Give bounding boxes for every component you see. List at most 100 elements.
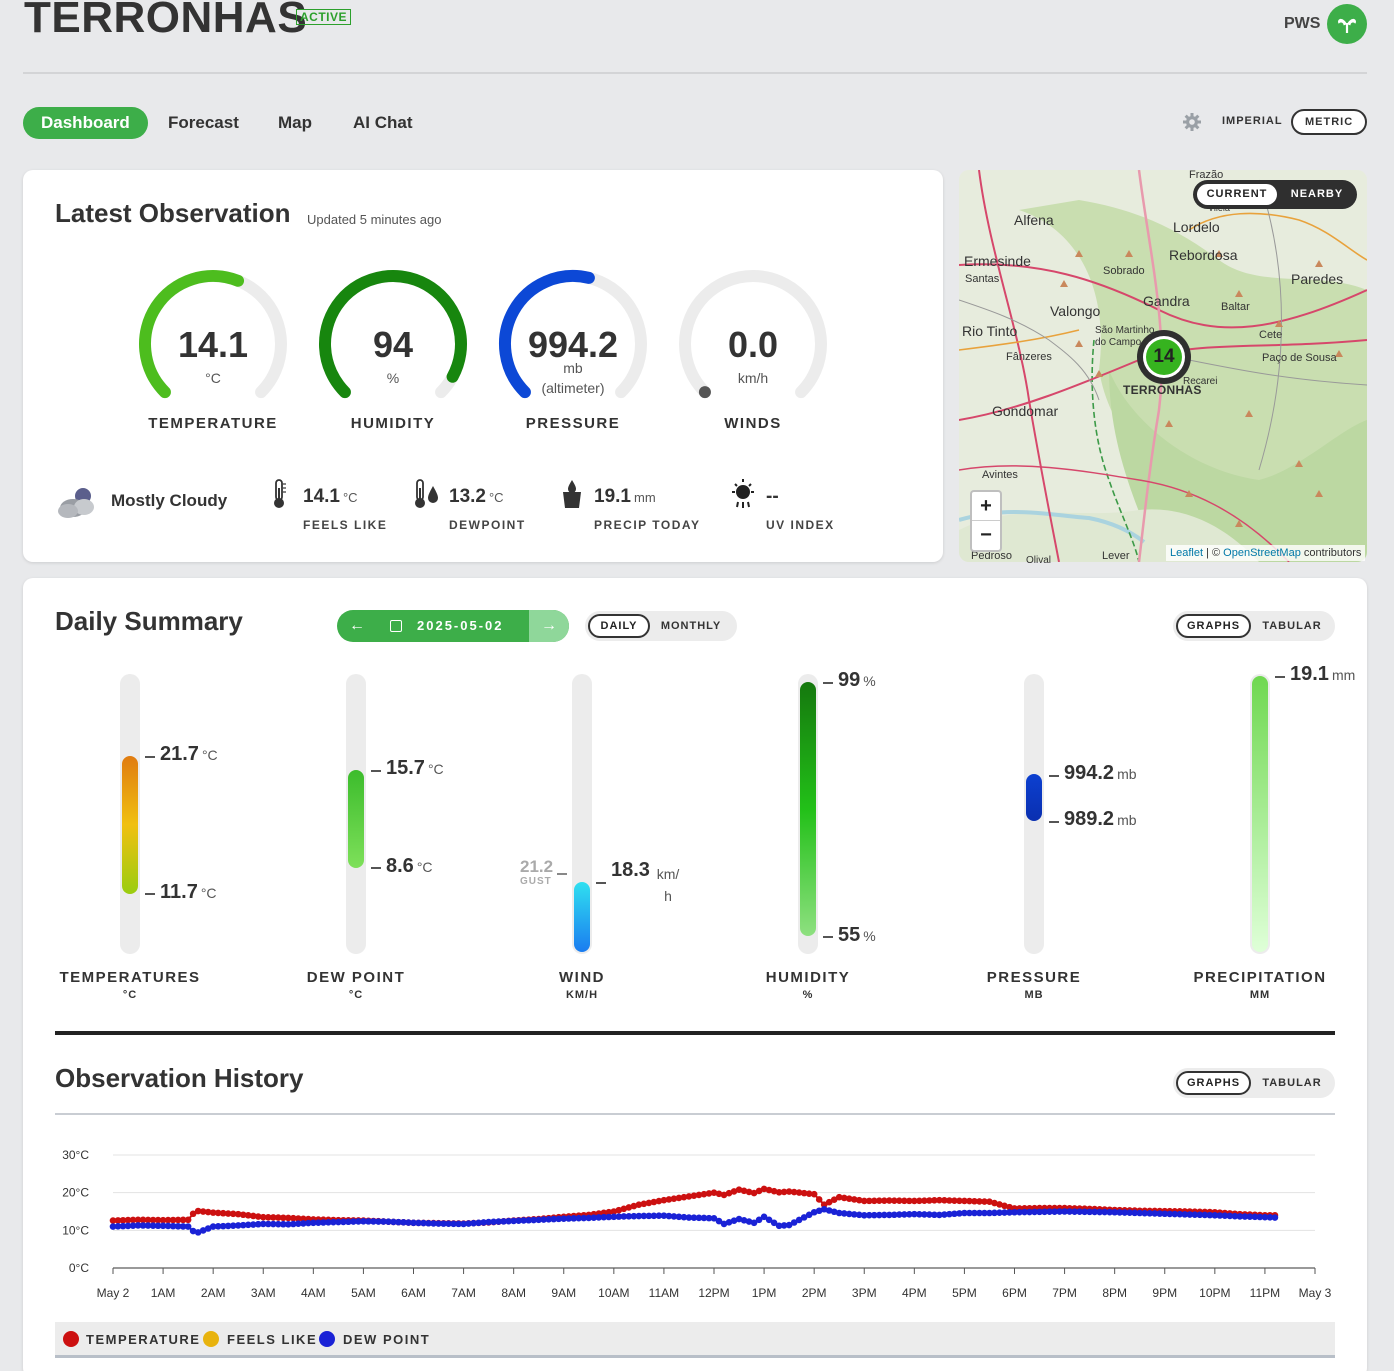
map-place-pedroso: Pedroso — [971, 550, 1012, 562]
data-point — [330, 1218, 337, 1226]
data-point — [635, 1201, 643, 1209]
x-tick-label: 1AM — [151, 1286, 176, 1300]
x-tick-label: 7PM — [1052, 1286, 1077, 1300]
data-point — [860, 1197, 868, 1205]
gauge-pressure-value: 994.2 — [527, 324, 619, 365]
observation-history-chart[interactable]: 0°C 10°C 20°C 30°C May 2 1AM 2AM 3AM 4AM 5AM 6AM 7A… — [55, 1140, 1335, 1315]
y-tick-label: 10°C — [62, 1223, 89, 1237]
pws-logo[interactable] — [1327, 4, 1367, 44]
data-point — [470, 1219, 477, 1227]
station-marker[interactable]: 14 — [1137, 330, 1191, 384]
map-place-lordelo: Lordelo — [1173, 219, 1220, 235]
data-point — [860, 1211, 868, 1219]
map-place-paredes: Paredes — [1291, 271, 1344, 287]
daily-graphs-button[interactable]: GRAPHS — [1176, 614, 1251, 638]
zoom-in-button[interactable]: + — [972, 492, 1000, 521]
wind-high-tick — [596, 882, 606, 884]
period-monthly-button[interactable]: MONTHLY — [660, 620, 722, 632]
tab-ai-chat[interactable]: AI Chat — [353, 113, 413, 132]
data-point — [234, 1222, 242, 1229]
selected-date[interactable]: 2025-05-02 — [417, 618, 504, 633]
station-title: TERRONHAS — [24, 0, 308, 42]
data-point — [455, 1220, 462, 1228]
daily-tabular-button[interactable]: TABULAR — [1262, 620, 1322, 632]
data-point — [239, 1211, 247, 1219]
tab-dashboard[interactable]: Dashboard — [23, 107, 148, 139]
station-map[interactable] — [959, 170, 1367, 562]
units-metric-toggle[interactable]: METRIC — [1291, 109, 1368, 135]
pressure-unit-summary: MB — [1024, 989, 1044, 1001]
data-point — [1141, 1209, 1149, 1217]
data-point — [951, 1197, 958, 1204]
y-tick-label: 0°C — [69, 1261, 89, 1275]
data-point — [119, 1222, 127, 1230]
x-tick-label: May 2 — [97, 1286, 130, 1300]
data-point — [1256, 1213, 1264, 1221]
data-point — [1036, 1208, 1043, 1216]
data-point — [685, 1193, 693, 1200]
map-place-fanzeres: Fânzeres — [1006, 351, 1052, 363]
map-place-rio-tinto: Rio Tinto — [962, 323, 1018, 339]
data-point — [570, 1215, 578, 1222]
data-point — [1176, 1210, 1184, 1218]
data-point — [820, 1205, 828, 1213]
series-dew-point — [109, 1205, 1279, 1236]
legend-feels-like[interactable]: FEELS LIKE — [227, 1332, 318, 1347]
wind-gust-value: 21.2 — [520, 857, 554, 876]
data-point — [916, 1210, 923, 1218]
gear-icon[interactable] — [1182, 112, 1202, 132]
map-current-button[interactable]: CURRENT — [1197, 184, 1277, 205]
data-point — [901, 1197, 908, 1205]
data-point — [941, 1197, 948, 1204]
data-point — [1006, 1203, 1013, 1211]
station-marker-value: 14 — [1146, 339, 1182, 375]
x-tick-label: 10PM — [1199, 1286, 1230, 1300]
history-tabular-button[interactable]: TABULAR — [1262, 1077, 1322, 1089]
units-imperial-toggle[interactable]: IMPERIAL — [1222, 115, 1283, 127]
zoom-out-button[interactable]: − — [980, 524, 992, 546]
map-place-frazao: Frazão — [1189, 169, 1224, 181]
data-point — [981, 1209, 988, 1217]
data-point — [891, 1211, 898, 1219]
data-point — [380, 1218, 387, 1225]
data-point — [720, 1220, 728, 1228]
map-nearby-button[interactable]: NEARBY — [1290, 188, 1344, 200]
data-point — [440, 1220, 447, 1227]
y-tick-label: 20°C — [62, 1186, 89, 1200]
map-place-gandra: Gandra — [1143, 293, 1190, 309]
legend-dew-point[interactable]: DEW POINT — [343, 1332, 431, 1347]
data-point — [1246, 1213, 1254, 1220]
data-point — [154, 1216, 162, 1224]
data-point — [685, 1214, 693, 1221]
data-point — [1131, 1209, 1138, 1217]
data-point — [510, 1217, 517, 1225]
y-tick-label: 30°C — [62, 1148, 89, 1162]
precipitation-fill — [1252, 676, 1268, 952]
data-point — [385, 1218, 392, 1225]
data-point — [1061, 1208, 1068, 1215]
legend-temperature[interactable]: TEMPERATURE — [86, 1332, 201, 1347]
x-tick-label: May 3 — [1299, 1286, 1332, 1300]
calendar-icon[interactable] — [390, 620, 402, 632]
map-place-recarei: Recarei — [1183, 376, 1218, 387]
data-point — [880, 1211, 888, 1219]
map-zoom-control: + − — [970, 490, 1002, 552]
legend-dew-point-dot — [319, 1331, 335, 1347]
data-point — [790, 1219, 798, 1226]
period-daily-button[interactable]: DAILY — [588, 614, 650, 638]
data-point — [665, 1196, 673, 1203]
tab-map[interactable]: Map — [278, 113, 312, 132]
prev-day-button[interactable]: ← — [349, 617, 365, 634]
precipitation-tick — [1275, 676, 1285, 678]
data-point — [219, 1209, 227, 1217]
leaflet-link[interactable]: Leaflet — [1170, 547, 1204, 559]
data-point — [931, 1197, 938, 1204]
data-point — [715, 1217, 723, 1225]
temperatures-label: TEMPERATURES — [59, 969, 201, 986]
data-point — [845, 1210, 853, 1218]
history-graphs-button[interactable]: GRAPHS — [1176, 1071, 1251, 1095]
next-day-button[interactable]: → — [529, 610, 569, 642]
osm-link[interactable]: OpenStreetMap — [1223, 547, 1301, 559]
tab-forecast[interactable]: Forecast — [168, 113, 239, 132]
data-point — [1156, 1210, 1164, 1217]
